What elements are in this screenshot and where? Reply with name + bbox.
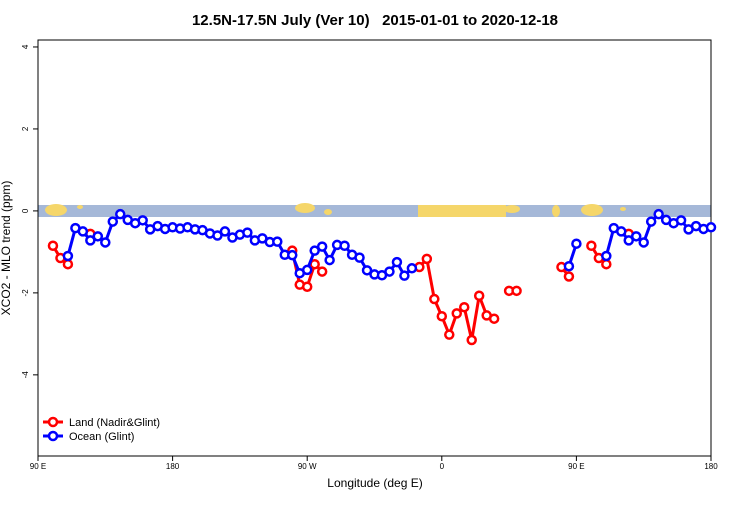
data-point <box>92 231 104 242</box>
data-point <box>451 308 463 319</box>
y-tick-label: 0 <box>21 208 30 213</box>
y-tick-label: -2 <box>21 289 30 297</box>
data-point <box>286 249 298 261</box>
x-tick-label: 180 <box>704 462 718 471</box>
data-point <box>354 252 365 263</box>
data-point <box>638 237 649 248</box>
legend-marker <box>47 416 59 428</box>
data-point <box>301 281 313 292</box>
data-point <box>653 208 664 220</box>
data-point <box>601 250 612 262</box>
y-axis-label: XCO2 - MLO trend (ppm) <box>0 181 13 316</box>
data-point <box>115 208 126 220</box>
data-point <box>47 240 59 251</box>
x-tick-label: 180 <box>166 462 180 471</box>
data-point <box>316 266 328 277</box>
data-point <box>309 245 320 256</box>
data-point <box>399 270 410 281</box>
data-point <box>586 240 597 251</box>
legend-label: Ocean (Glint) <box>69 431 134 443</box>
data-point <box>563 260 575 272</box>
data-point <box>616 226 627 237</box>
data-point <box>458 301 470 313</box>
data-point <box>630 231 642 242</box>
data-point <box>511 285 522 297</box>
data-point <box>107 216 119 227</box>
data-point <box>339 240 350 251</box>
data-point <box>219 226 231 237</box>
data-point <box>361 265 373 276</box>
y-tick-label: -4 <box>21 371 30 379</box>
data-point <box>571 238 582 249</box>
data-point <box>705 222 717 233</box>
legend-label: Land (Nadir&Glint) <box>69 417 160 429</box>
data-point <box>77 226 89 237</box>
map-band <box>38 203 711 217</box>
data-point <box>316 241 328 252</box>
data-point <box>466 334 477 346</box>
data-point <box>601 258 612 270</box>
data-point <box>212 230 223 241</box>
data-point <box>406 263 418 274</box>
data-point <box>62 258 74 270</box>
y-tick-label: 4 <box>21 44 30 49</box>
x-tick-label: 0 <box>440 462 445 471</box>
data-point <box>137 215 148 226</box>
data-point <box>444 329 455 340</box>
data-point <box>429 293 440 305</box>
y-tick-label: 2 <box>21 126 30 131</box>
data-point <box>391 256 403 268</box>
data-point <box>272 236 283 247</box>
plot-frame <box>37 39 712 457</box>
data-point <box>436 310 448 322</box>
data-point <box>563 271 575 282</box>
data-point <box>324 254 335 266</box>
x-tick-label: 90 E <box>568 462 584 471</box>
data-point <box>384 266 395 277</box>
data-point <box>473 290 485 301</box>
data-point <box>645 216 657 227</box>
data-point <box>301 264 313 276</box>
data-point <box>488 313 500 324</box>
x-tick-label: 90 W <box>298 462 317 471</box>
x-axis-label: Longitude (deg E) <box>327 476 422 490</box>
data-point <box>675 215 687 226</box>
series-line <box>66 212 413 279</box>
data-point <box>421 253 433 265</box>
data-point <box>100 237 111 248</box>
data-point <box>242 227 253 238</box>
x-tick-label: 90 E <box>30 462 46 471</box>
data-point <box>85 235 96 246</box>
data-point <box>623 235 634 246</box>
legend-marker <box>47 430 59 442</box>
data-point <box>62 250 74 262</box>
chart-title: 12.5N-17.5N July (Ver 10) 2015-01-01 to … <box>192 12 558 29</box>
